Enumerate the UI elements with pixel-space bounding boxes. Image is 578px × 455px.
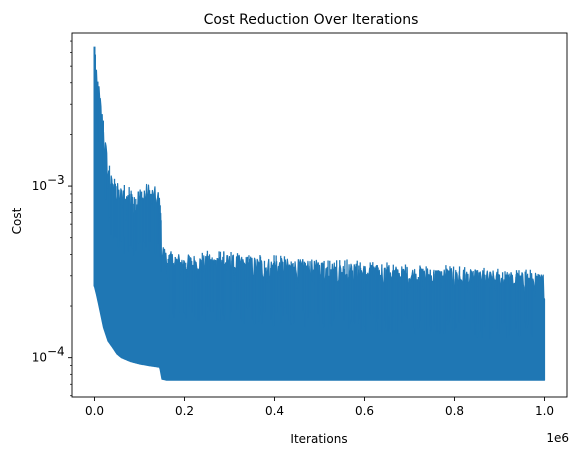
y-axis: 10−410−3 xyxy=(32,40,72,397)
axes-spines xyxy=(71,32,568,398)
x-tick-label: 0.4 xyxy=(265,404,284,418)
chart-title: Cost Reduction Over Iterations xyxy=(204,12,419,28)
x-tick-label: 0.8 xyxy=(445,404,464,418)
x-tick-label: 1.0 xyxy=(535,404,554,418)
y-axis-label: Cost xyxy=(10,207,24,234)
y-tick-label: 10 xyxy=(32,351,47,365)
y-tick-exponent: −3 xyxy=(47,173,65,187)
x-tick-label: 0.6 xyxy=(355,404,374,418)
x-tick-label: 0.2 xyxy=(175,404,194,418)
axes-frame xyxy=(71,32,568,398)
y-tick-exponent: −4 xyxy=(47,345,65,359)
x-axis-offset-text: 1e6 xyxy=(546,431,569,445)
y-tick-label: 10 xyxy=(32,179,47,193)
series-layer xyxy=(93,46,546,381)
x-tick-label: 0.0 xyxy=(85,404,104,418)
x-axis: 0.0 0.2 0.4 0.6 0.8 1.0 xyxy=(85,397,554,418)
x-axis-label: Iterations xyxy=(290,432,347,446)
